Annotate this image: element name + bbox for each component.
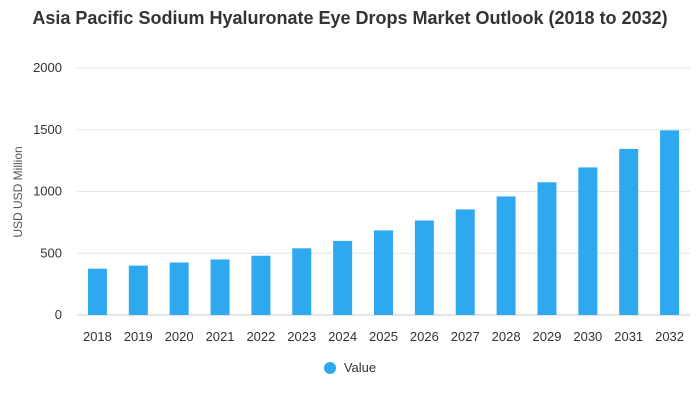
x-tick-labels: 2018 2019 2020 2021 2022 2023 2024 2025 2026 2027… [83, 329, 684, 344]
legend-swatch-value [323, 361, 336, 374]
legend-label-value: Value [343, 360, 377, 375]
x-tick-label: 2022 [246, 329, 275, 344]
bar-2019[interactable] [128, 265, 148, 315]
y-axis-label: USD USD Million [11, 146, 25, 237]
bar-2026[interactable] [414, 220, 434, 315]
y-tick-label: 2000 [33, 60, 62, 75]
x-tick-label: 2023 [287, 329, 316, 344]
legend: Value [0, 360, 700, 375]
y-tick-label: 1500 [33, 122, 62, 137]
bar-2021[interactable] [210, 259, 230, 315]
x-tick-label: 2025 [369, 329, 398, 344]
bar-2020[interactable] [169, 262, 189, 315]
bar-2024[interactable] [333, 240, 353, 315]
y-tick-label: 0 [55, 307, 62, 322]
x-tick-label: 2030 [573, 329, 602, 344]
chart-title: Asia Pacific Sodium Hyaluronate Eye Drop… [32, 8, 668, 28]
x-tick-label: 2028 [492, 329, 521, 344]
x-tick-label: 2027 [451, 329, 480, 344]
x-tick-label: 2019 [124, 329, 153, 344]
bar-2029[interactable] [537, 182, 557, 315]
bar-2022[interactable] [251, 255, 271, 315]
bar-2023[interactable] [292, 248, 312, 315]
x-tick-label: 2018 [83, 329, 112, 344]
bar-2030[interactable] [578, 167, 598, 315]
bar-2031[interactable] [619, 148, 639, 315]
bars [87, 130, 680, 315]
x-tick-label: 2029 [533, 329, 562, 344]
bar-2025[interactable] [374, 230, 393, 315]
x-tick-label: 2026 [410, 329, 439, 344]
x-tick-label: 2020 [165, 329, 194, 344]
x-tick-label: 2024 [328, 329, 357, 344]
y-tick-label: 500 [40, 245, 62, 260]
bar-2028[interactable] [496, 196, 516, 315]
x-tick-label: 2032 [655, 329, 684, 344]
bar-2018[interactable] [87, 268, 107, 315]
y-tick-label: 1000 [33, 184, 62, 199]
x-tick-label: 2021 [206, 329, 235, 344]
bar-2027[interactable] [455, 209, 475, 315]
x-tick-label: 2031 [614, 329, 643, 344]
bar-2032[interactable] [660, 130, 680, 315]
y-tick-labels: 0 500 1000 1500 2000 [33, 60, 62, 322]
